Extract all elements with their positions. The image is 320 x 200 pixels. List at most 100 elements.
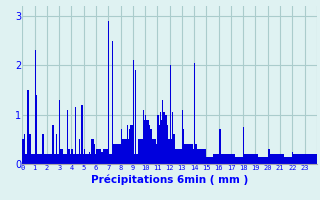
Bar [75, 107, 76, 164]
Bar [306, 154, 307, 164]
Bar [171, 139, 172, 164]
Bar [84, 149, 85, 164]
Bar [59, 100, 60, 164]
Bar [62, 149, 63, 164]
Bar [30, 134, 31, 164]
Bar [283, 154, 284, 164]
Bar [38, 154, 40, 164]
Bar [124, 139, 125, 164]
Bar [170, 65, 171, 164]
Bar [300, 154, 301, 164]
Bar [253, 154, 254, 164]
Bar [227, 154, 228, 164]
Bar [210, 157, 211, 164]
Bar [260, 157, 262, 164]
Bar [42, 134, 43, 164]
Bar [145, 115, 146, 164]
Bar [101, 152, 102, 164]
Bar [69, 149, 70, 164]
Bar [121, 129, 122, 164]
Bar [302, 154, 303, 164]
Bar [83, 154, 84, 164]
Bar [235, 157, 236, 164]
Bar [193, 149, 194, 164]
Bar [105, 149, 106, 164]
Bar [184, 144, 186, 164]
Bar [129, 129, 130, 164]
Bar [43, 134, 44, 164]
Bar [188, 144, 189, 164]
Bar [273, 154, 274, 164]
Bar [172, 112, 173, 164]
Bar [46, 154, 47, 164]
Bar [80, 154, 81, 164]
Bar [255, 154, 257, 164]
Bar [242, 157, 243, 164]
Bar [168, 139, 170, 164]
Bar [152, 139, 154, 164]
Bar [146, 120, 148, 164]
Bar [103, 149, 105, 164]
Bar [276, 154, 277, 164]
Bar [225, 154, 226, 164]
Bar [143, 110, 144, 164]
Bar [271, 154, 273, 164]
Bar [240, 157, 241, 164]
Bar [246, 154, 247, 164]
Bar [130, 124, 132, 164]
Bar [270, 154, 271, 164]
Bar [297, 154, 299, 164]
Bar [176, 149, 177, 164]
Bar [141, 139, 143, 164]
Bar [190, 144, 192, 164]
Bar [173, 134, 174, 164]
Bar [165, 115, 166, 164]
Bar [279, 154, 280, 164]
Bar [159, 124, 160, 164]
Bar [262, 157, 263, 164]
Bar [148, 120, 149, 164]
Bar [221, 154, 222, 164]
Bar [308, 154, 309, 164]
Bar [305, 154, 306, 164]
Bar [299, 154, 300, 164]
Bar [280, 154, 281, 164]
Bar [118, 144, 119, 164]
Bar [154, 139, 155, 164]
Bar [267, 157, 268, 164]
Bar [258, 157, 259, 164]
Bar [285, 157, 286, 164]
Bar [91, 139, 92, 164]
Bar [64, 154, 65, 164]
Bar [79, 139, 80, 164]
Bar [52, 124, 53, 164]
Bar [264, 157, 265, 164]
Bar [116, 144, 117, 164]
Bar [281, 154, 283, 164]
Bar [51, 154, 52, 164]
Bar [220, 129, 221, 164]
Bar [150, 129, 151, 164]
Bar [96, 149, 97, 164]
Bar [49, 154, 51, 164]
Bar [208, 157, 209, 164]
Bar [209, 157, 210, 164]
Bar [244, 154, 246, 164]
Bar [296, 154, 297, 164]
Bar [151, 129, 152, 164]
Bar [162, 100, 164, 164]
Bar [35, 50, 36, 164]
Bar [58, 154, 59, 164]
Bar [214, 154, 215, 164]
Bar [85, 154, 86, 164]
Bar [56, 134, 57, 164]
Bar [139, 139, 140, 164]
Bar [25, 154, 26, 164]
Bar [92, 139, 93, 164]
Bar [65, 154, 67, 164]
Bar [259, 157, 260, 164]
Bar [222, 154, 224, 164]
Bar [53, 124, 54, 164]
Bar [199, 149, 200, 164]
Bar [137, 154, 138, 164]
